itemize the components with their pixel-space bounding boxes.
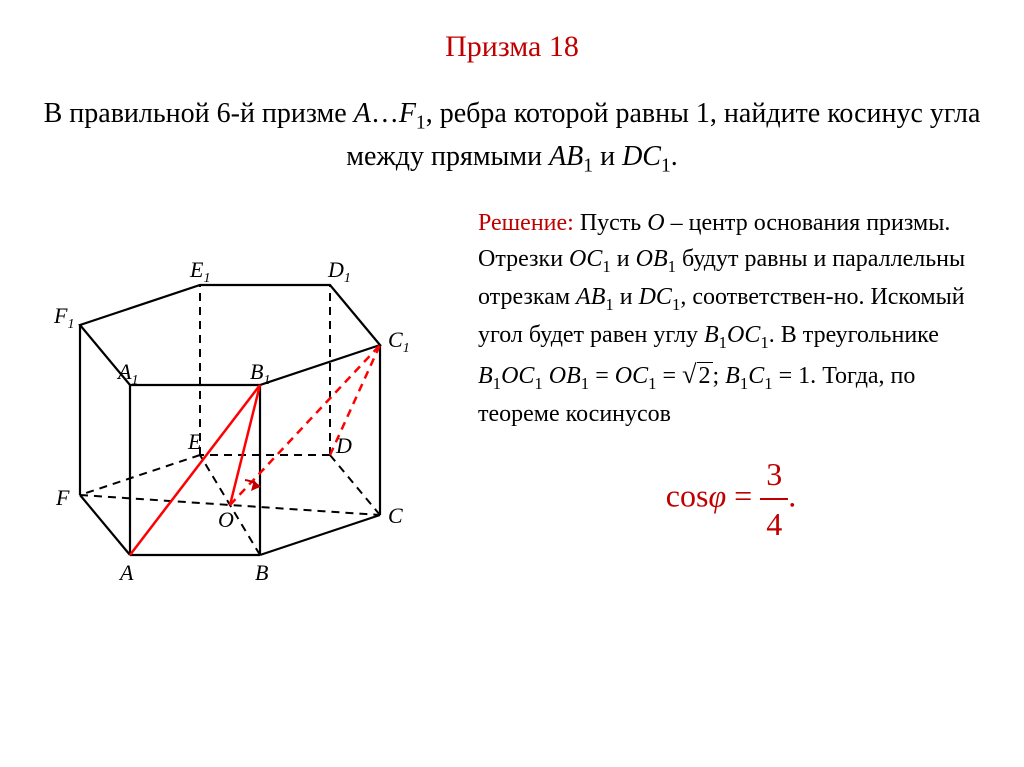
numerator: 3 [760, 450, 788, 500]
s3: 1 [605, 295, 613, 314]
label-c: C [388, 503, 403, 528]
semi: ; [713, 363, 726, 389]
label-d: D [335, 433, 352, 458]
line-dc1: DC [622, 141, 661, 172]
s8: 1 [534, 374, 542, 393]
eq1: = [589, 363, 615, 389]
phi: φ [708, 477, 726, 513]
sqrt-arg: 2 [697, 362, 713, 389]
fraction: 34 [760, 450, 788, 548]
t7: . В треугольнике [769, 322, 939, 348]
eq2: = [656, 363, 682, 389]
s5: 1 [719, 333, 727, 352]
fperiod: . [788, 477, 796, 513]
label-d1: D1 [327, 257, 351, 286]
period: . [671, 141, 678, 172]
v-b1oc1b: OC [727, 322, 760, 348]
label-o: O [218, 507, 234, 532]
and: и [593, 141, 622, 172]
label-a1: A1 [116, 359, 138, 388]
label-b1: B1 [250, 359, 270, 388]
v-o: O [647, 210, 664, 236]
solution-text: Решение: Пусть O – центр основания призм… [478, 205, 984, 548]
label-c1: C1 [388, 327, 410, 356]
line-ab1: AB [549, 141, 583, 172]
label-b: B [255, 560, 268, 585]
t3: и [611, 246, 636, 272]
v-b1oc1a: B [704, 322, 719, 348]
final-formula: cosφ = 34. [478, 450, 984, 548]
s11: 1 [740, 374, 748, 393]
v-dc1: DC [639, 284, 672, 310]
label-f1: F1 [53, 303, 74, 332]
v-b1c1b: C [748, 363, 764, 389]
v-tri1: B [478, 363, 493, 389]
cos: cos [666, 477, 709, 513]
s9: 1 [581, 374, 589, 393]
v-b1c1a: B [725, 363, 740, 389]
sub-1b: 1 [583, 156, 593, 177]
v-oc1: OC [569, 246, 602, 272]
label-e1: E1 [189, 257, 210, 286]
var-f: F [399, 98, 416, 129]
s12: 1 [764, 374, 772, 393]
denominator: 4 [760, 500, 788, 548]
content-row: A B C D E F O A1 B1 C1 D1 E1 F1 Решение:… [40, 205, 984, 610]
sub-1: 1 [416, 113, 426, 134]
label-a: A [118, 560, 134, 585]
v-tri3: OC [615, 363, 648, 389]
ellipsis: … [371, 98, 399, 129]
t5: и [614, 284, 639, 310]
s2: 1 [668, 257, 676, 276]
problem-statement: В правильной 6-й призме A…F1, ребра кото… [40, 94, 984, 180]
label-f: F [55, 485, 70, 510]
v-ob1: OB [636, 246, 668, 272]
feq: = [726, 477, 760, 513]
eq3: = 1. [773, 363, 817, 389]
var-a: A [354, 98, 371, 129]
s6: 1 [760, 333, 768, 352]
v-ab1: AB [576, 284, 605, 310]
s1: 1 [602, 257, 610, 276]
prism-diagram: A B C D E F O A1 B1 C1 D1 E1 F1 [40, 205, 460, 610]
v-tri2: OB [549, 363, 581, 389]
sub-1c: 1 [661, 156, 671, 177]
v-tri1o: OC [501, 363, 534, 389]
sqrt: √2 [682, 355, 712, 395]
label-e: E [187, 429, 202, 454]
solution-label: Решение: [478, 210, 574, 236]
problem-text: В правильной 6-й призме [44, 98, 354, 129]
s7: 1 [493, 374, 501, 393]
t1: Пусть [574, 210, 647, 236]
page-title: Призма 18 [40, 30, 984, 64]
